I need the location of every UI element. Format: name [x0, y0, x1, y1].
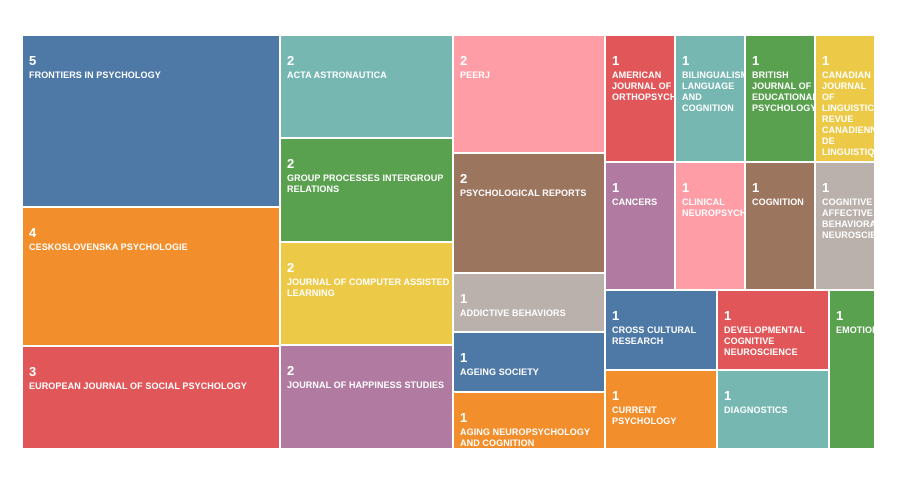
- treemap-tile[interactable]: 1 CANCERS: [605, 162, 675, 290]
- treemap-tile[interactable]: 1 BRITISH JOURNAL OF EDUCATIONAL PSYCHOLO…: [745, 35, 815, 162]
- treemap-tile[interactable]: 2 PEERJ: [453, 35, 605, 153]
- treemap-tile[interactable]: 2 PSYCHOLOGICAL REPORTS: [453, 153, 605, 273]
- tile-value: 1: [836, 308, 844, 323]
- tile-value: 2: [287, 53, 295, 68]
- tile-label: AMERICAN JOURNAL OF ORTHOPSYCHIATRY: [612, 70, 674, 102]
- treemap-chart: 5 FRONTIERS IN PSYCHOLOGY 4 CESKOSLOVENSKA …: [22, 35, 875, 449]
- treemap-tile[interactable]: 1 DIAGNOSTICS: [717, 370, 829, 449]
- tile-label: CANADIAN JOURNAL OF LINGUISTICS REVUE CA…: [822, 70, 875, 157]
- tile-label: PEERJ: [460, 70, 491, 80]
- tile-label: CANCERS: [612, 197, 658, 207]
- tile-value: 1: [682, 180, 690, 195]
- treemap-tile[interactable]: 1 AMERICAN JOURNAL OF ORTHOPSYCHIATRY: [605, 35, 675, 162]
- treemap-tile[interactable]: 1 BILINGUALISM LANGUAGE AND COGNITION: [675, 35, 745, 162]
- treemap-tile[interactable]: 2 JOURNAL OF HAPPINESS STUDIES: [280, 345, 453, 449]
- tile-value: 1: [724, 308, 732, 323]
- tile-label: AGEING SOCIETY: [460, 367, 539, 377]
- tile-value: 1: [460, 291, 468, 306]
- treemap-tile[interactable]: 4 CESKOSLOVENSKA PSYCHOLOGIE: [22, 207, 280, 346]
- treemap-tile[interactable]: 2 ACTA ASTRONAUTICA: [280, 35, 453, 138]
- tile-label: JOURNAL OF HAPPINESS STUDIES: [287, 380, 445, 390]
- treemap-tile[interactable]: 1 ADDICTIVE BEHAVIORS: [453, 273, 605, 332]
- tile-value: 2: [460, 171, 468, 186]
- tile-label: BILINGUALISM LANGUAGE AND COGNITION: [682, 70, 745, 113]
- tile-label: CURRENT PSYCHOLOGY: [612, 405, 677, 426]
- tile-label: COGNITION: [752, 197, 804, 207]
- treemap-tile[interactable]: 2 GROUP PROCESSES INTERGROUP RELATIONS: [280, 138, 453, 242]
- tile-value: 1: [612, 388, 620, 403]
- treemap-tile[interactable]: 1 AGEING SOCIETY: [453, 332, 605, 392]
- tile-value: 2: [287, 156, 295, 171]
- tile-label: ADDICTIVE BEHAVIORS: [460, 308, 566, 318]
- tile-label: PSYCHOLOGICAL REPORTS: [460, 188, 587, 198]
- treemap-tile[interactable]: 1 CLINICAL NEUROPSYCHOLOGIST: [675, 162, 745, 290]
- tile-value: 1: [822, 53, 830, 68]
- treemap-tile[interactable]: 1 CURRENT PSYCHOLOGY: [605, 370, 717, 449]
- tile-label: JOURNAL OF COMPUTER ASSISTED LEARNING: [287, 277, 450, 298]
- treemap-tile[interactable]: 2 JOURNAL OF COMPUTER ASSISTED LEARNING: [280, 242, 453, 345]
- tile-label: EUROPEAN JOURNAL OF SOCIAL PSYCHOLOGY: [29, 381, 247, 391]
- tile-label: DIAGNOSTICS: [724, 405, 788, 415]
- tile-value: 1: [752, 180, 760, 195]
- tile-value: 1: [460, 350, 468, 365]
- tile-value: 3: [29, 364, 37, 379]
- tile-value: 5: [29, 53, 37, 68]
- treemap-tile[interactable]: 5 FRONTIERS IN PSYCHOLOGY: [22, 35, 280, 207]
- tile-value: 4: [29, 225, 37, 240]
- tile-label: BRITISH JOURNAL OF EDUCATIONAL PSYCHOLOG…: [752, 70, 815, 113]
- treemap-tile[interactable]: 1 DEVELOPMENTAL COGNITIVE NEUROSCIENCE: [717, 290, 829, 370]
- tile-value: 1: [822, 180, 830, 195]
- treemap-tile[interactable]: 1 AGING NEUROPSYCHOLOGY AND COGNITION: [453, 392, 605, 449]
- tile-label: ACTA ASTRONAUTICA: [287, 70, 387, 80]
- tile-label: CLINICAL NEUROPSYCHOLOGIST: [682, 197, 744, 218]
- tile-value: 1: [612, 308, 620, 323]
- treemap-tile[interactable]: 1 CROSS CULTURAL RESEARCH: [605, 290, 717, 370]
- tile-label: AGING NEUROPSYCHOLOGY AND COGNITION: [460, 427, 590, 448]
- tile-value: 1: [752, 53, 760, 68]
- treemap-tile[interactable]: 3 EUROPEAN JOURNAL OF SOCIAL PSYCHOLOGY: [22, 346, 280, 449]
- tile-label: CROSS CULTURAL RESEARCH: [612, 325, 697, 346]
- treemap-tile[interactable]: 1 COGNITION: [745, 162, 815, 290]
- tile-value: 1: [724, 388, 732, 403]
- treemap-tile[interactable]: 1 CANADIAN JOURNAL OF LINGUISTICS REVUE C…: [815, 35, 875, 162]
- treemap-tile[interactable]: 1 EMOTION: [829, 290, 875, 449]
- tile-label: FRONTIERS IN PSYCHOLOGY: [29, 70, 161, 80]
- treemap-tile[interactable]: 1 COGNITIVE AFFECTIVE BEHAVIORAL NEUROSCI…: [815, 162, 875, 290]
- tile-value: 2: [460, 53, 468, 68]
- tile-value: 1: [612, 180, 620, 195]
- tile-value: 2: [287, 363, 295, 378]
- tile-value: 1: [682, 53, 690, 68]
- tile-label: CESKOSLOVENSKA PSYCHOLOGIE: [29, 242, 188, 252]
- tile-label: COGNITIVE AFFECTIVE BEHAVIORAL NEUROSCIE…: [822, 197, 875, 240]
- tile-value: 1: [612, 53, 620, 68]
- tile-label: EMOTION: [836, 325, 875, 335]
- tile-label: DEVELOPMENTAL COGNITIVE NEUROSCIENCE: [724, 325, 805, 357]
- tile-value: 2: [287, 260, 295, 275]
- tile-value: 1: [460, 410, 468, 425]
- tile-label: GROUP PROCESSES INTERGROUP RELATIONS: [287, 173, 444, 194]
